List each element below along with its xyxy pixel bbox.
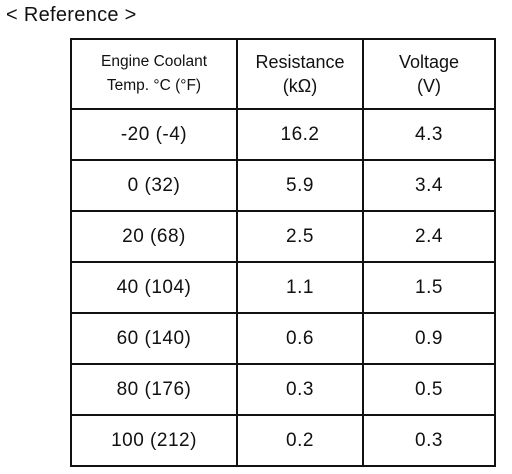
- header-resistance-line2: (kΩ): [282, 76, 318, 96]
- header-temp-line1: Engine Coolant: [101, 53, 207, 70]
- table-row: 80 (176) 0.3 0.5: [70, 363, 496, 416]
- cell-resistance: 16.2: [236, 108, 364, 161]
- table-row: 20 (68) 2.5 2.4: [70, 210, 496, 263]
- cell-voltage: 1.5: [362, 261, 496, 314]
- cell-temp: 60 (140): [70, 312, 238, 365]
- table-row: 0 (32) 5.9 3.4: [70, 159, 496, 212]
- cell-temp: -20 (-4): [70, 108, 238, 161]
- cell-voltage: 2.4: [362, 210, 496, 263]
- cell-temp: 40 (104): [70, 261, 238, 314]
- table-row: 100 (212) 0.2 0.3: [70, 414, 496, 467]
- reference-table: Engine Coolant Temp. °C (°F) Resistance …: [70, 38, 496, 467]
- reference-heading: < Reference >: [6, 4, 137, 26]
- cell-temp: 100 (212): [70, 414, 238, 467]
- cell-resistance: 1.1: [236, 261, 364, 314]
- table-row: 60 (140) 0.6 0.9: [70, 312, 496, 365]
- cell-resistance: 2.5: [236, 210, 364, 263]
- cell-temp: 20 (68): [70, 210, 238, 263]
- cell-resistance: 5.9: [236, 159, 364, 212]
- cell-temp: 80 (176): [70, 363, 238, 416]
- cell-voltage: 0.3: [362, 414, 496, 467]
- cell-temp: 0 (32): [70, 159, 238, 212]
- header-resistance-line1: Resistance: [255, 52, 345, 72]
- header-voltage: Voltage (V): [362, 38, 496, 110]
- cell-voltage: 4.3: [362, 108, 496, 161]
- cell-voltage: 0.9: [362, 312, 496, 365]
- header-resistance: Resistance (kΩ): [236, 38, 364, 110]
- table-row: 40 (104) 1.1 1.5: [70, 261, 496, 314]
- cell-voltage: 0.5: [362, 363, 496, 416]
- header-voltage-line1: Voltage: [398, 52, 460, 72]
- table-row: -20 (-4) 16.2 4.3: [70, 108, 496, 161]
- table-header-row: Engine Coolant Temp. °C (°F) Resistance …: [70, 38, 496, 110]
- header-temp-line2: Temp. °C (°F): [106, 77, 202, 94]
- cell-resistance: 0.3: [236, 363, 364, 416]
- header-voltage-line2: (V): [417, 76, 441, 96]
- header-engine-coolant-temp: Engine Coolant Temp. °C (°F): [70, 38, 238, 110]
- cell-resistance: 0.2: [236, 414, 364, 467]
- cell-resistance: 0.6: [236, 312, 364, 365]
- cell-voltage: 3.4: [362, 159, 496, 212]
